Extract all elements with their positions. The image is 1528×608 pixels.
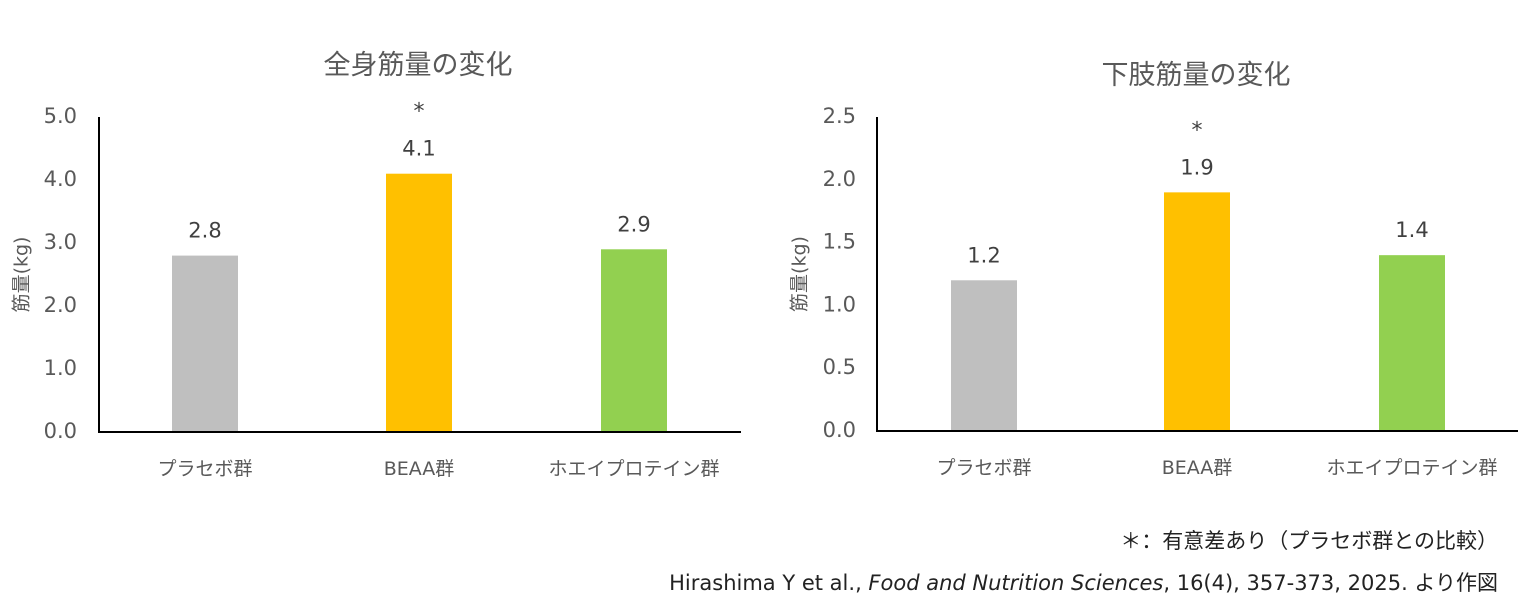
data-label: 1.4	[1395, 218, 1428, 242]
bar	[601, 249, 667, 432]
y-tick-label: 1.0	[44, 356, 77, 380]
citation-journal: Food and Nutrition Sciences	[868, 571, 1164, 595]
y-tick-label: 0.0	[44, 419, 77, 443]
y-tick-label: 2.0	[823, 167, 856, 191]
x-tick-label: ホエイプロテイン群	[548, 458, 719, 480]
bar	[1379, 255, 1445, 431]
y-tick-label: 1.5	[823, 230, 856, 254]
y-axis-label: 筋量(kg)	[11, 237, 33, 313]
data-label: 4.1	[402, 137, 435, 161]
chart-title: 下肢筋量の変化	[1102, 60, 1291, 91]
data-label: 2.9	[617, 212, 650, 236]
x-tick-label: プラセボ群	[157, 458, 252, 480]
y-tick-label: 1.0	[823, 292, 856, 316]
bar	[172, 255, 238, 432]
significance-footnote: ＊：有意差あり（プラセボ群との比較）	[1120, 525, 1498, 555]
significance-marker: *	[414, 100, 425, 125]
y-tick-label: 4.0	[44, 167, 77, 191]
chart-title: 全身筋量の変化	[324, 50, 513, 81]
data-label: 1.2	[967, 243, 1000, 267]
y-tick-label: 3.0	[44, 230, 77, 254]
citation-details: , 16(4), 357-373, 2025. より作図	[1163, 571, 1498, 595]
bar	[951, 280, 1017, 431]
y-axis-label: 筋量(kg)	[789, 236, 811, 312]
citation-authors: Hirashima Y et al.,	[669, 571, 869, 595]
significance-marker: *	[1192, 118, 1203, 143]
x-tick-label: BEAA群	[384, 458, 455, 480]
x-tick-label: ホエイプロテイン群	[1326, 457, 1497, 479]
citation: Hirashima Y et al., Food and Nutrition S…	[669, 567, 1498, 597]
footnote-text: ＊：有意差あり（プラセボ群との比較）	[1120, 529, 1498, 553]
y-tick-label: 5.0	[44, 104, 77, 128]
y-tick-label: 2.0	[44, 293, 77, 317]
y-tick-label: 0.5	[823, 355, 856, 379]
x-tick-label: プラセボ群	[936, 457, 1031, 479]
bar	[1164, 192, 1230, 431]
x-tick-label: BEAA群	[1162, 457, 1233, 479]
bar	[386, 173, 452, 432]
y-tick-label: 2.5	[823, 104, 856, 128]
data-label: 1.9	[1180, 155, 1213, 179]
y-tick-label: 0.0	[823, 418, 856, 442]
data-label: 2.8	[188, 219, 221, 243]
